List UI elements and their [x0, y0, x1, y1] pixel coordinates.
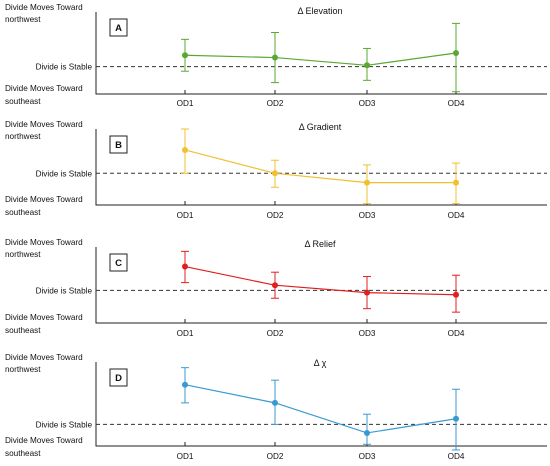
x-tick-label: OD2 — [267, 452, 284, 461]
x-tick-label: OD2 — [267, 329, 284, 338]
ylabel-stable: Divide is Stable — [36, 420, 93, 429]
ylabel-stable: Divide is Stable — [36, 169, 93, 178]
ylabel-southeast-line2: southeast — [5, 326, 41, 335]
panel-b: Divide Moves Toward northwest Divide is St… — [5, 120, 547, 220]
ylabel-southeast-line1: Divide Moves Toward — [5, 84, 83, 93]
ylabel-southeast-line2: southeast — [5, 208, 41, 217]
chart-title: Δ Relief — [304, 239, 336, 249]
data-point — [182, 381, 188, 388]
panel-label-box — [109, 18, 128, 37]
ylabel-southeast-line2: southeast — [5, 97, 41, 106]
ylabel-northwest-line2: northwest — [5, 250, 41, 259]
panel-label-box — [109, 368, 128, 387]
series-line — [184, 384, 457, 434]
data-point — [272, 54, 278, 61]
ylabel-southeast-line2: southeast — [5, 449, 41, 458]
axis-lines — [95, 362, 547, 447]
chart-title: Δ χ — [314, 358, 327, 368]
x-tick-label: OD3 — [359, 452, 376, 461]
ylabel-northwest-line1: Divide Moves Toward — [5, 238, 83, 247]
ylabel-southeast-line1: Divide Moves Toward — [5, 313, 83, 322]
data-point — [182, 52, 188, 59]
data-point — [453, 291, 459, 298]
data-point — [364, 429, 370, 436]
data-point — [453, 415, 459, 422]
panel-label-box — [109, 135, 128, 154]
panel-label-box — [109, 253, 128, 272]
panel-d: Divide Moves Toward northwest Divide is St… — [5, 353, 547, 461]
series-line — [184, 265, 457, 296]
x-tick-label: OD4 — [448, 329, 465, 338]
x-tick-label: OD1 — [177, 452, 194, 461]
ylabel-northwest-line2: northwest — [5, 15, 41, 24]
ylabel-southeast-line1: Divide Moves Toward — [5, 436, 83, 445]
x-tick-label: OD3 — [359, 211, 376, 220]
x-tick-label: OD1 — [177, 329, 194, 338]
x-tick-label: OD1 — [177, 99, 194, 108]
series-line — [184, 149, 456, 184]
axis-lines — [95, 247, 547, 324]
ylabel-stable: Divide is Stable — [36, 286, 93, 295]
x-tick-label: OD2 — [267, 99, 284, 108]
data-point — [453, 179, 459, 186]
data-point — [364, 179, 370, 186]
x-tick-label: OD4 — [448, 99, 465, 108]
axis-lines — [95, 129, 547, 206]
panel-label: B — [115, 140, 122, 151]
data-point — [453, 50, 459, 56]
panel-a: Divide Moves Toward northwest Divide is St… — [5, 3, 547, 108]
data-point — [182, 263, 188, 270]
panel-c: Divide Moves Toward northwest Divide is St… — [5, 238, 547, 338]
x-tick-label: OD2 — [267, 211, 284, 220]
data-point — [364, 289, 370, 296]
ylabel-northwest-line2: northwest — [5, 132, 41, 141]
data-point — [182, 146, 188, 153]
ylabel-northwest-line1: Divide Moves Toward — [5, 120, 83, 129]
x-tick-label: OD4 — [448, 211, 465, 220]
x-tick-label: OD4 — [448, 452, 465, 461]
panel-label: C — [115, 258, 122, 269]
ylabel-northwest-line1: Divide Moves Toward — [5, 353, 83, 362]
ylabel-stable: Divide is Stable — [36, 63, 93, 72]
axis-lines — [95, 12, 547, 95]
x-tick-label: OD3 — [359, 329, 376, 338]
ylabel-northwest-line2: northwest — [5, 365, 41, 374]
series-line — [184, 52, 457, 66]
panel-label: D — [115, 373, 122, 384]
data-point — [272, 282, 278, 289]
ylabel-northwest-line1: Divide Moves Toward — [5, 3, 83, 12]
chart-title: Δ Gradient — [299, 122, 342, 132]
x-tick-label: OD3 — [359, 99, 376, 108]
data-point — [364, 62, 370, 69]
chart-title: Δ Elevation — [297, 6, 342, 16]
ylabel-southeast-line1: Divide Moves Toward — [5, 195, 83, 204]
data-point — [272, 399, 278, 406]
data-point — [272, 170, 278, 177]
x-tick-label: OD1 — [177, 211, 194, 220]
panel-label: A — [115, 23, 122, 34]
